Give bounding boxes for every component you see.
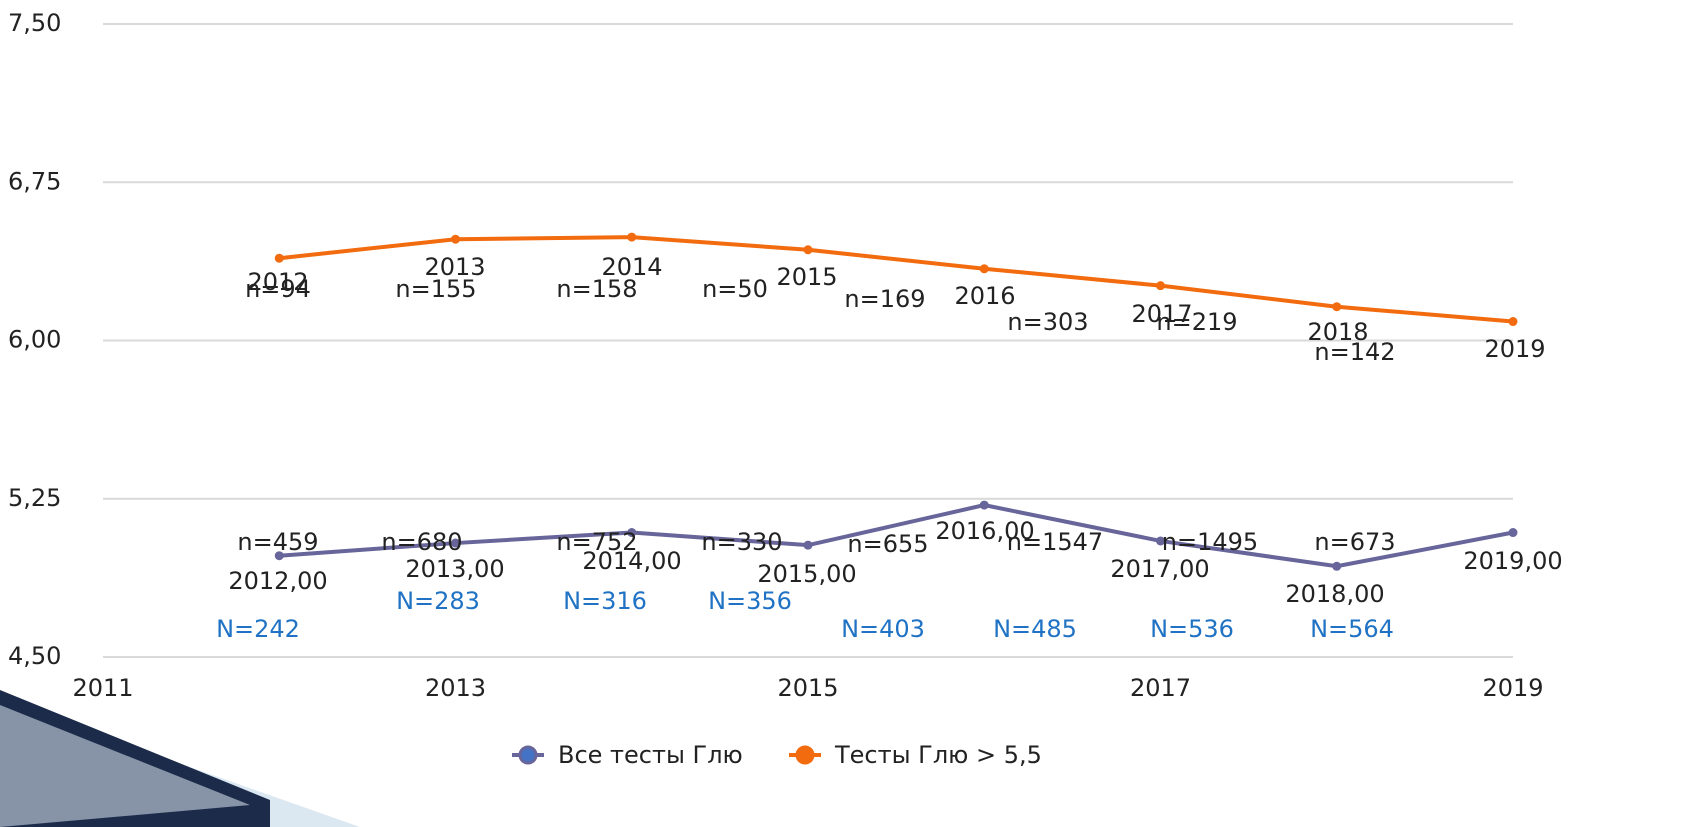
annotation: N=485 bbox=[993, 615, 1077, 643]
x-tick-label: 2019 bbox=[1482, 674, 1543, 702]
data-label: 2012,00 bbox=[228, 567, 327, 595]
x-tick-label: 2015 bbox=[777, 674, 838, 702]
x-tick-label: 2011 bbox=[72, 674, 133, 702]
point bbox=[980, 264, 989, 273]
annotation: n=459 bbox=[237, 528, 318, 556]
annotation: n=673 bbox=[1314, 528, 1395, 556]
annotation: n=680 bbox=[381, 528, 462, 556]
annotation: N=564 bbox=[1310, 615, 1394, 643]
point bbox=[804, 245, 813, 254]
point bbox=[451, 235, 460, 244]
point bbox=[275, 254, 284, 263]
point bbox=[1509, 528, 1518, 537]
annotation: N=283 bbox=[396, 587, 480, 615]
legend-marker bbox=[520, 747, 536, 763]
point bbox=[1332, 302, 1341, 311]
annotation: n=1547 bbox=[1007, 528, 1103, 556]
decoration bbox=[0, 690, 360, 827]
legend-label: Все тесты Глю bbox=[558, 741, 743, 769]
point bbox=[804, 541, 813, 550]
data-label: 2013,00 bbox=[405, 555, 504, 583]
chart: 4,50 5,25 6,00 6,75 7,50 2011 2013 2015 2017 2019… bbox=[0, 0, 1681, 827]
annotation: n=169 bbox=[844, 285, 925, 313]
annotation: n=94 bbox=[245, 275, 311, 303]
legend-label: Тесты Глю > 5,5 bbox=[834, 741, 1042, 769]
y-tick-label: 6,75 bbox=[8, 167, 61, 195]
annotation: n=1495 bbox=[1162, 528, 1258, 556]
point bbox=[1156, 281, 1165, 290]
data-label: 2016 bbox=[954, 282, 1015, 310]
annotation: N=356 bbox=[708, 587, 792, 615]
y-tick-label: 4,50 bbox=[8, 642, 61, 670]
annotation: n=50 bbox=[702, 275, 768, 303]
data-label: 2015 bbox=[776, 263, 837, 291]
annotation: n=752 bbox=[556, 528, 637, 556]
point bbox=[980, 501, 989, 510]
annotation: n=142 bbox=[1314, 338, 1395, 366]
x-tick-label: 2017 bbox=[1130, 674, 1191, 702]
annotation: n=219 bbox=[1156, 308, 1237, 336]
legend-marker bbox=[797, 747, 813, 763]
annotation: N=242 bbox=[216, 615, 300, 643]
data-label: 2017,00 bbox=[1110, 555, 1209, 583]
data-label: 2018,00 bbox=[1285, 580, 1384, 608]
annotation: n=158 bbox=[556, 275, 637, 303]
data-label: 2019 bbox=[1484, 335, 1545, 363]
point bbox=[1332, 562, 1341, 571]
data-label: 2019,00 bbox=[1463, 547, 1562, 575]
annotation: N=536 bbox=[1150, 615, 1234, 643]
point bbox=[627, 233, 636, 242]
annotation: n=303 bbox=[1007, 308, 1088, 336]
annotation: n=330 bbox=[701, 528, 782, 556]
x-tick-label: 2013 bbox=[425, 674, 486, 702]
point bbox=[1509, 317, 1518, 326]
annotation: N=316 bbox=[563, 587, 647, 615]
annotation: N=403 bbox=[841, 615, 925, 643]
data-label: 2015,00 bbox=[757, 560, 856, 588]
annotation: n=155 bbox=[395, 275, 476, 303]
y-tick-label: 5,25 bbox=[8, 484, 61, 512]
y-tick-label: 6,00 bbox=[8, 326, 61, 354]
annotation: n=655 bbox=[847, 530, 928, 558]
y-tick-label: 7,50 bbox=[8, 9, 61, 37]
